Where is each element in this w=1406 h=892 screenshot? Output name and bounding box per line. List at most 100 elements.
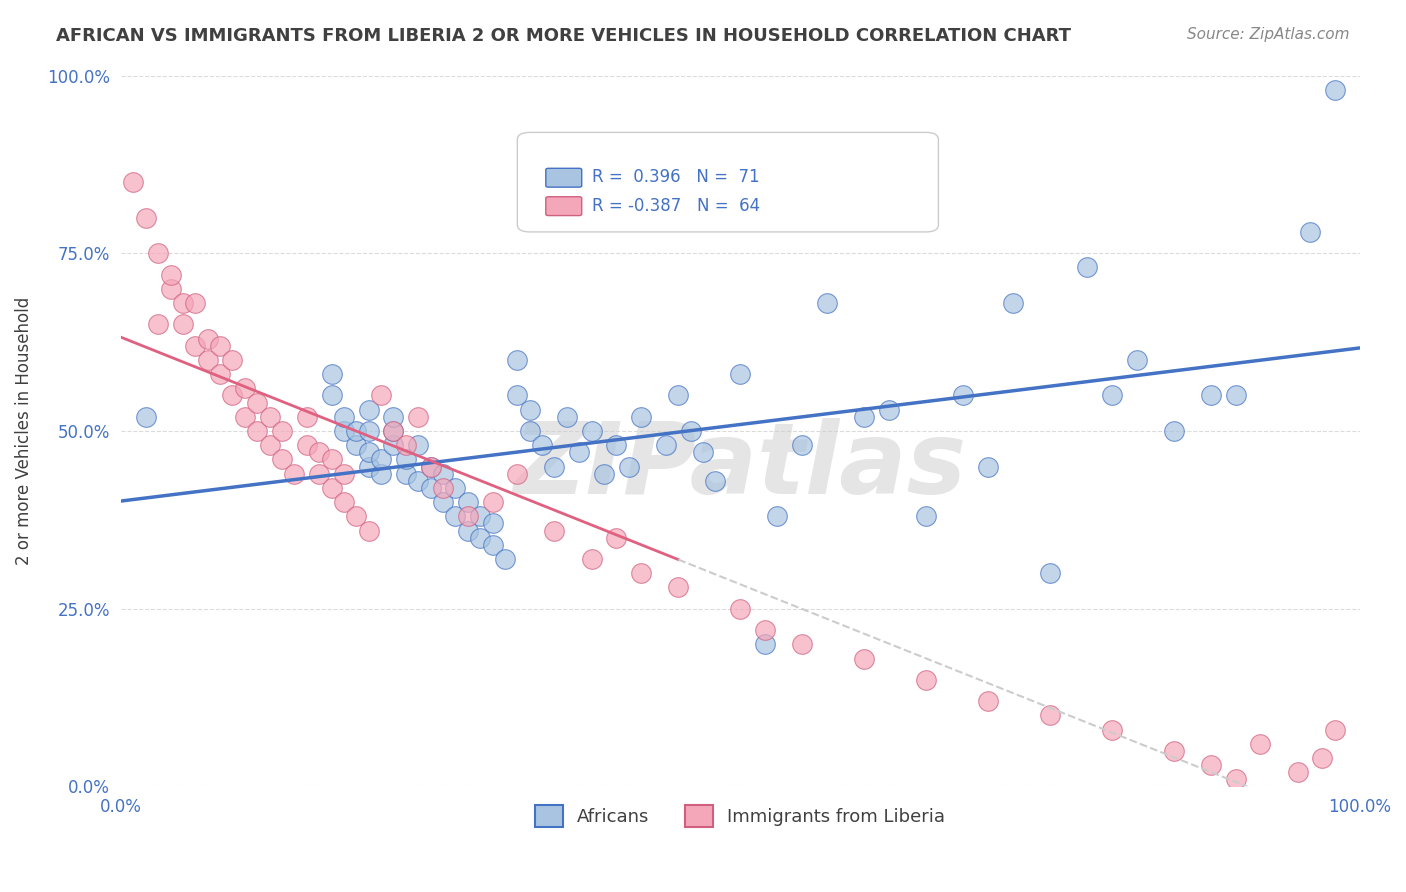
Point bbox=[679, 424, 702, 438]
FancyBboxPatch shape bbox=[546, 169, 582, 187]
Point bbox=[1312, 751, 1334, 765]
Point bbox=[432, 481, 454, 495]
Point bbox=[977, 459, 1000, 474]
Point bbox=[357, 524, 380, 538]
Point bbox=[172, 318, 194, 332]
Point bbox=[370, 388, 392, 402]
Point bbox=[1163, 744, 1185, 758]
Point bbox=[519, 402, 541, 417]
Point bbox=[321, 481, 343, 495]
Point bbox=[271, 452, 294, 467]
Point bbox=[655, 438, 678, 452]
Point bbox=[295, 409, 318, 424]
Point bbox=[344, 438, 367, 452]
FancyBboxPatch shape bbox=[517, 132, 938, 232]
Point bbox=[395, 438, 418, 452]
Point bbox=[209, 367, 232, 381]
Point bbox=[555, 409, 578, 424]
Point bbox=[221, 352, 243, 367]
Point bbox=[333, 409, 356, 424]
Point bbox=[792, 438, 814, 452]
Point bbox=[1323, 723, 1346, 737]
Point bbox=[122, 175, 145, 189]
Point bbox=[172, 296, 194, 310]
Text: R = -0.387   N =  64: R = -0.387 N = 64 bbox=[592, 196, 759, 215]
Y-axis label: 2 or more Vehicles in Household: 2 or more Vehicles in Household bbox=[15, 297, 32, 566]
Point bbox=[1286, 765, 1309, 780]
Point bbox=[728, 367, 751, 381]
Point bbox=[357, 402, 380, 417]
Point bbox=[457, 509, 479, 524]
Text: ZIPatlas: ZIPatlas bbox=[513, 418, 967, 515]
Point bbox=[977, 694, 1000, 708]
Point bbox=[370, 467, 392, 481]
Point bbox=[209, 339, 232, 353]
Point bbox=[581, 552, 603, 566]
Point bbox=[259, 409, 281, 424]
Point bbox=[692, 445, 714, 459]
Point bbox=[357, 459, 380, 474]
Point bbox=[246, 424, 269, 438]
Point bbox=[506, 388, 529, 402]
Point bbox=[308, 445, 330, 459]
Point bbox=[135, 211, 157, 225]
Point bbox=[1163, 424, 1185, 438]
Text: AFRICAN VS IMMIGRANTS FROM LIBERIA 2 OR MORE VEHICLES IN HOUSEHOLD CORRELATION C: AFRICAN VS IMMIGRANTS FROM LIBERIA 2 OR … bbox=[56, 27, 1071, 45]
Point bbox=[630, 409, 652, 424]
Point bbox=[406, 474, 429, 488]
Legend: Africans, Immigrants from Liberia: Africans, Immigrants from Liberia bbox=[529, 797, 952, 834]
Point bbox=[1199, 388, 1222, 402]
Point bbox=[333, 495, 356, 509]
Point bbox=[321, 367, 343, 381]
Point bbox=[1199, 758, 1222, 772]
Point bbox=[666, 581, 689, 595]
Point bbox=[283, 467, 305, 481]
Point bbox=[630, 566, 652, 581]
Point bbox=[952, 388, 974, 402]
Point bbox=[481, 495, 503, 509]
Point bbox=[792, 637, 814, 651]
Point bbox=[233, 409, 256, 424]
Point bbox=[308, 467, 330, 481]
Point bbox=[531, 438, 554, 452]
Point bbox=[1001, 296, 1024, 310]
Point bbox=[184, 339, 207, 353]
Point bbox=[1225, 388, 1247, 402]
Point bbox=[321, 388, 343, 402]
Point bbox=[184, 296, 207, 310]
Point bbox=[877, 402, 900, 417]
Point bbox=[444, 509, 467, 524]
Point bbox=[221, 388, 243, 402]
Point bbox=[1125, 352, 1147, 367]
Point bbox=[146, 318, 169, 332]
Point bbox=[135, 409, 157, 424]
Point bbox=[506, 352, 529, 367]
Point bbox=[457, 495, 479, 509]
Point bbox=[1323, 83, 1346, 97]
Point bbox=[382, 424, 405, 438]
Point bbox=[754, 623, 776, 637]
Point bbox=[406, 409, 429, 424]
Point bbox=[581, 424, 603, 438]
Point bbox=[915, 673, 938, 687]
Point bbox=[543, 524, 565, 538]
Point bbox=[295, 438, 318, 452]
Point bbox=[494, 552, 516, 566]
Point bbox=[419, 459, 441, 474]
Point bbox=[1101, 388, 1123, 402]
Point bbox=[543, 459, 565, 474]
Point bbox=[617, 459, 640, 474]
Point bbox=[766, 509, 789, 524]
Point bbox=[246, 395, 269, 409]
Point bbox=[444, 481, 467, 495]
Point bbox=[159, 282, 181, 296]
Point bbox=[395, 467, 418, 481]
Point bbox=[1039, 566, 1062, 581]
Point bbox=[321, 452, 343, 467]
Point bbox=[666, 388, 689, 402]
Point bbox=[519, 424, 541, 438]
Point bbox=[419, 481, 441, 495]
Point bbox=[432, 467, 454, 481]
Point bbox=[197, 332, 219, 346]
Point bbox=[233, 381, 256, 395]
